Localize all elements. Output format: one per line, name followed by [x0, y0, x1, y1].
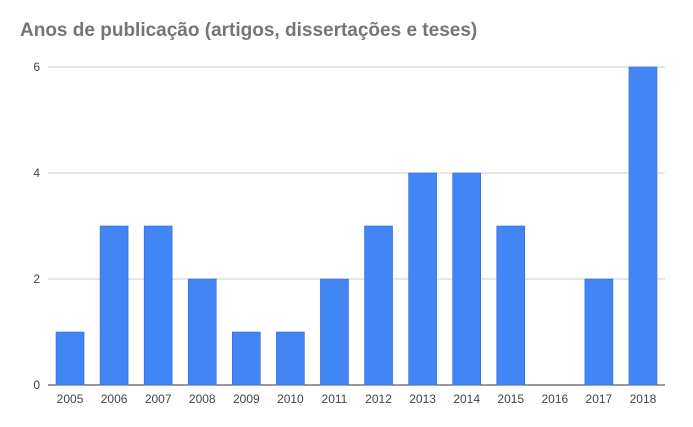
- bar-2009: [232, 331, 261, 386]
- bar-2007: [143, 225, 173, 386]
- x-tick-label: 2009: [233, 392, 260, 406]
- x-tick-label: 2008: [189, 392, 216, 406]
- x-tick-label: 2017: [586, 392, 613, 406]
- x-tick-label: 2018: [630, 392, 657, 406]
- x-tick-label: 2010: [277, 392, 304, 406]
- y-tick-label: 6: [33, 60, 40, 74]
- bar-2006: [99, 225, 129, 386]
- x-tick-label: 2014: [453, 392, 480, 406]
- x-tick-label: 2012: [365, 392, 392, 406]
- bar-2013: [408, 172, 437, 386]
- y-tick-label: 2: [33, 272, 40, 286]
- x-tick-label: 2016: [541, 392, 568, 406]
- bar-2015: [496, 225, 526, 386]
- bar-2008: [187, 278, 217, 386]
- x-tick-label: 2005: [57, 392, 84, 406]
- bar-2012: [364, 225, 393, 386]
- bar-2010: [276, 331, 305, 386]
- x-tick-label: 2007: [145, 392, 172, 406]
- x-tick-label: 2013: [409, 392, 436, 406]
- y-tick-label: 0: [33, 378, 40, 392]
- bar-2014: [452, 172, 481, 386]
- bar-2005: [55, 331, 85, 386]
- x-tick-label: 2015: [497, 392, 524, 406]
- bar-2018: [628, 66, 658, 386]
- x-tick-label: 2006: [101, 392, 128, 406]
- chart-title: Anos de publicação (artigos, dissertaçõe…: [20, 20, 478, 41]
- x-tick-label: 2011: [322, 392, 348, 406]
- y-tick-label: 4: [33, 166, 40, 180]
- bar-2011: [320, 278, 349, 386]
- bar-2017: [584, 278, 614, 386]
